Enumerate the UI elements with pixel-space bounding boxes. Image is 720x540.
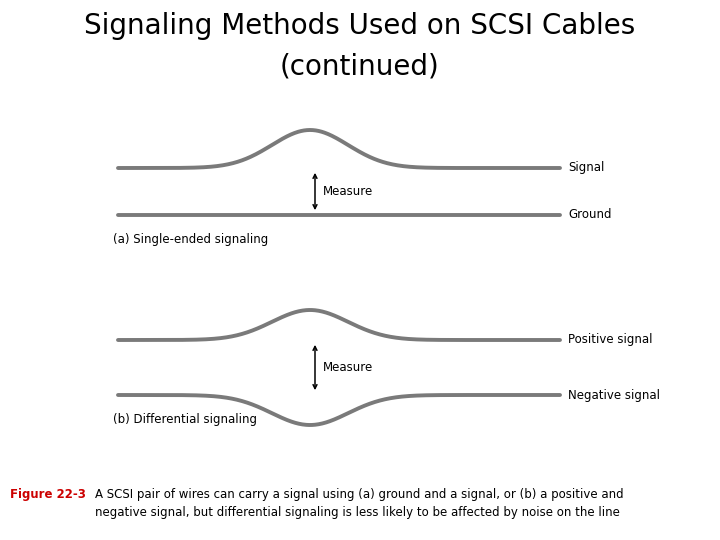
Text: Measure: Measure	[323, 361, 373, 374]
Text: Measure: Measure	[323, 185, 373, 198]
Text: Positive signal: Positive signal	[568, 334, 652, 347]
Text: Figure 22-3: Figure 22-3	[10, 488, 86, 501]
Text: Signaling Methods Used on SCSI Cables: Signaling Methods Used on SCSI Cables	[84, 12, 636, 40]
Text: Negative signal: Negative signal	[568, 388, 660, 402]
Text: A SCSI pair of wires can carry a signal using (a) ground and a signal, or (b) a : A SCSI pair of wires can carry a signal …	[95, 488, 624, 519]
Text: (b) Differential signaling: (b) Differential signaling	[113, 413, 257, 426]
Text: (a) Single-ended signaling: (a) Single-ended signaling	[113, 233, 269, 246]
Text: Signal: Signal	[568, 161, 604, 174]
Text: (continued): (continued)	[280, 52, 440, 80]
Text: Ground: Ground	[568, 208, 611, 221]
